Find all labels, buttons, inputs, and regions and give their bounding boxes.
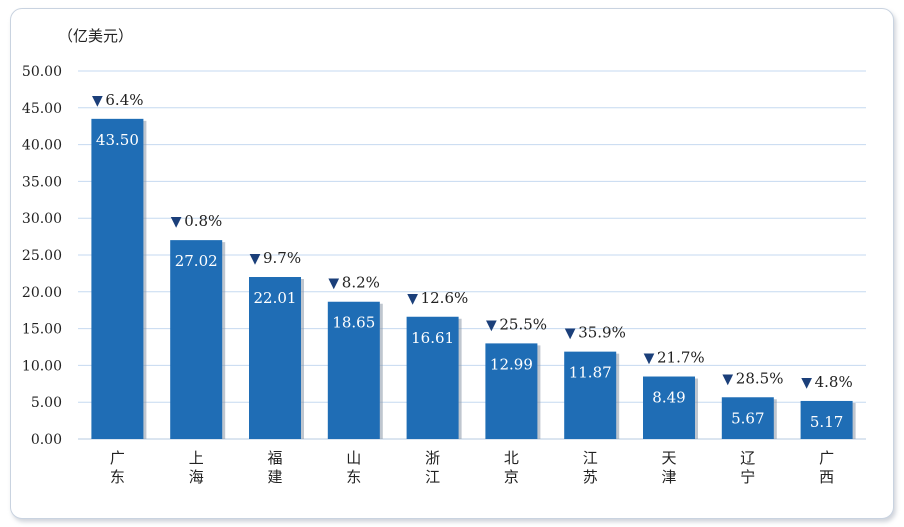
x-tick-label: 上海	[189, 449, 204, 486]
bar	[800, 400, 853, 439]
down-triangle-icon: ▼	[328, 276, 339, 292]
y-axis-ticks: 0.00 5.00 10.00 15.00 20.00 25.00 30.00 35.00 40…	[22, 64, 62, 448]
bar	[643, 376, 695, 439]
down-triangle-icon: ▼	[171, 214, 182, 230]
bar-value-label: 11.87	[569, 364, 612, 382]
down-triangle-icon: ▼	[92, 93, 103, 109]
x-tick-label: 天津	[661, 449, 676, 486]
y-tick-label: 35.00	[22, 174, 62, 190]
bar	[406, 316, 459, 439]
x-tick-label: 广东	[110, 449, 125, 486]
bar-value-label: 12.99	[490, 355, 533, 373]
x-tick-label: 广西	[819, 449, 834, 486]
x-tick-label: 北京	[504, 449, 519, 486]
y-tick-label: 45.00	[22, 101, 62, 117]
bar-value-label: 22.01	[254, 289, 297, 307]
x-tick-label: 山东	[346, 449, 361, 486]
bars	[91, 118, 856, 439]
down-triangle-icon: ▼	[486, 317, 497, 333]
change-label: 25.5%	[499, 315, 547, 333]
y-tick-label: 5.00	[31, 395, 62, 411]
bar-labels: 43.50▼ 6.4%27.02▼ 0.8%22.01▼ 9.7%18.65▼ 8.2%…	[92, 91, 853, 431]
y-tick-label: 10.00	[22, 358, 62, 374]
change-label: 0.8%	[184, 212, 222, 230]
y-tick-label: 50.00	[22, 64, 62, 80]
down-triangle-icon: ▼	[250, 251, 261, 267]
x-tick-label: 浙江	[425, 449, 440, 486]
bar-value-label: 27.02	[175, 252, 218, 270]
bar	[249, 277, 301, 439]
y-tick-label: 40.00	[22, 138, 62, 154]
change-label: 21.7%	[657, 349, 705, 367]
bar	[91, 118, 144, 439]
y-tick-label: 20.00	[22, 285, 62, 301]
x-axis-labels: 广东 上海 福建 山东 浙江 北京 江苏 天津 辽宁 广西	[110, 449, 834, 486]
change-label: 12.6%	[421, 289, 469, 307]
change-label: 8.2%	[342, 274, 380, 292]
change-label: 28.5%	[736, 369, 784, 387]
change-label: 9.7%	[263, 249, 301, 267]
down-triangle-icon: ▼	[722, 371, 733, 387]
down-triangle-icon: ▼	[644, 351, 655, 367]
change-label: 4.8%	[815, 373, 853, 391]
unit-label: （亿美元）	[58, 27, 133, 45]
bar-value-label: 16.61	[411, 329, 454, 347]
x-tick-label: 江苏	[583, 449, 598, 486]
bar	[485, 343, 538, 439]
x-tick-label: 辽宁	[740, 449, 755, 486]
x-tick-label: 福建	[267, 449, 282, 486]
down-triangle-icon: ▼	[801, 375, 812, 391]
change-label: 35.9%	[578, 324, 626, 342]
bar-value-label: 5.17	[810, 413, 843, 431]
bar-value-label: 8.49	[652, 389, 685, 407]
bar	[327, 301, 380, 439]
y-tick-label: 25.00	[22, 248, 62, 264]
bar-value-label: 5.67	[731, 409, 764, 427]
bar-value-label: 43.50	[96, 131, 139, 149]
bar	[721, 397, 774, 439]
change-label: 6.4%	[105, 91, 143, 109]
bar-value-label: 18.65	[332, 314, 375, 332]
bar	[170, 240, 223, 439]
y-tick-label: 0.00	[31, 432, 62, 448]
y-tick-label: 30.00	[22, 211, 62, 227]
y-tick-label: 15.00	[22, 322, 62, 338]
down-triangle-icon: ▼	[565, 326, 576, 342]
bar	[564, 351, 617, 439]
down-triangle-icon: ▼	[407, 291, 418, 307]
